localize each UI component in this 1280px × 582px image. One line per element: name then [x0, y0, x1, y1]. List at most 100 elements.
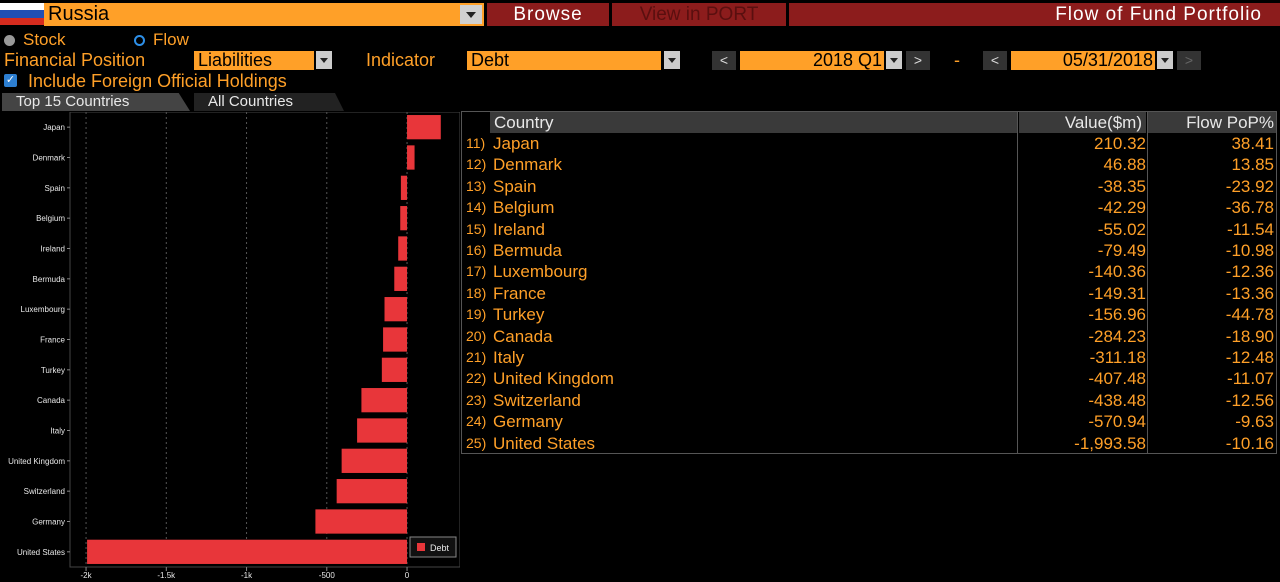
period-start-field[interactable]: 2018 Q1 — [740, 51, 884, 70]
table-row[interactable]: 19) Turkey -156.96 -44.78 — [462, 304, 1276, 325]
table-row[interactable]: 18) France -149.31 -13.36 — [462, 283, 1276, 304]
table-row[interactable]: 12) Denmark 46.88 13.85 — [462, 154, 1276, 175]
chart-legend: Debt — [409, 536, 457, 558]
radio-selected-icon — [134, 35, 145, 47]
bar-ireland[interactable] — [398, 236, 408, 261]
table-row[interactable]: 13) Spain -38.35 -23.92 — [462, 176, 1276, 197]
table-row[interactable]: 15) Ireland -55.02 -11.54 — [462, 219, 1276, 240]
y-category-label: Switzerland — [24, 487, 65, 496]
checkmark-icon: ✓ — [5, 74, 16, 86]
y-category-label: Ireland — [41, 245, 65, 254]
table-row[interactable]: 17) Luxembourg -140.36 -12.36 — [462, 261, 1276, 282]
view-in-port-button[interactable]: View in PORT — [612, 3, 786, 26]
row-rank: 16) — [466, 242, 487, 258]
period-end-next-button[interactable]: > — [1177, 51, 1201, 70]
flow-radio[interactable]: Flow — [134, 31, 189, 49]
table-row[interactable]: 24) Germany -570.94 -9.63 — [462, 411, 1276, 432]
x-tick-label: -500 — [319, 571, 336, 580]
row-rank: 20) — [466, 327, 487, 344]
country-flow-table: Country Value($m) Flow PoP% 11) Japan 210.… — [461, 111, 1277, 454]
y-category-label: Spain — [45, 184, 65, 193]
bar-switzerland[interactable] — [336, 479, 408, 504]
chevron-down-icon — [1161, 58, 1169, 63]
country-select[interactable]: Russia — [44, 3, 484, 26]
table-row[interactable]: 22) United Kingdom -407.48 -11.07 — [462, 368, 1276, 389]
chevron-down-icon — [466, 12, 476, 18]
table-row[interactable]: 23) Switzerland -438.48 -12.56 — [462, 390, 1276, 411]
y-category-label: France — [40, 336, 65, 345]
period-end-dropdown[interactable] — [1157, 51, 1173, 69]
period-start-prev-button[interactable]: < — [712, 51, 736, 70]
table-row[interactable]: 11) Japan 210.32 38.41 — [462, 133, 1276, 154]
column-header-value[interactable]: Value($m) — [1019, 112, 1146, 133]
row-value: -284.23 — [1088, 326, 1146, 346]
row-flow-pop: -11.54 — [1227, 219, 1274, 239]
row-country: France — [493, 283, 546, 303]
bar-belgium[interactable] — [400, 206, 408, 231]
period-start-next-button[interactable]: > — [906, 51, 930, 70]
column-divider — [1017, 112, 1018, 453]
financial-position-dropdown[interactable] — [316, 51, 332, 69]
row-flow-pop: 13.85 — [1231, 155, 1274, 175]
row-rank: 18) — [466, 284, 487, 301]
indicator-dropdown[interactable] — [664, 51, 680, 69]
row-value: 210.32 — [1094, 134, 1146, 153]
legend-label: Debt — [430, 543, 450, 553]
russia-flag-icon — [0, 3, 44, 25]
row-country: Turkey — [493, 305, 545, 325]
row-value: -140.36 — [1088, 262, 1146, 282]
tab-all-countries[interactable]: All Countries — [194, 93, 344, 111]
period-end-prev-button[interactable]: < — [983, 51, 1007, 70]
table-row[interactable]: 25) United States -1,993.58 -10.16 — [462, 433, 1276, 454]
period-end-field[interactable]: 05/31/2018 — [1011, 51, 1155, 70]
y-category-label: Belgium — [36, 214, 65, 223]
row-rank: 11) — [466, 135, 486, 151]
x-tick-label: -1.5k — [157, 571, 176, 580]
row-country: United States — [493, 433, 596, 453]
x-tick-label: -2k — [80, 571, 92, 580]
bar-united-kingdom[interactable] — [341, 448, 408, 473]
indicator-select[interactable]: Debt — [467, 51, 661, 70]
period-start-dropdown[interactable] — [886, 51, 902, 69]
row-rank: 25) — [466, 434, 487, 451]
country-dropdown-button[interactable] — [460, 5, 482, 24]
bar-denmark[interactable] — [407, 145, 415, 170]
bar-spain[interactable] — [400, 175, 408, 200]
bar-germany[interactable] — [315, 509, 408, 534]
include-foreign-label: Include Foreign Official Holdings — [28, 71, 287, 91]
bar-united-states[interactable] — [87, 539, 408, 564]
bar-canada[interactable] — [361, 388, 408, 413]
stock-radio[interactable]: Stock — [4, 31, 66, 49]
row-flow-pop: 38.41 — [1231, 134, 1274, 153]
include-foreign-checkbox[interactable]: ✓ — [4, 74, 17, 87]
y-category-label: United States — [17, 548, 65, 557]
table-row[interactable]: 16) Bermuda -79.49 -10.98 — [462, 240, 1276, 261]
row-flow-pop: -36.78 — [1225, 198, 1274, 218]
browse-button[interactable]: Browse — [487, 3, 609, 26]
row-country: Denmark — [493, 155, 562, 175]
column-header-country[interactable]: Country — [490, 112, 1017, 133]
row-flow-pop: -12.48 — [1225, 348, 1274, 367]
financial-position-label: Financial Position — [4, 50, 146, 70]
row-rank: 19) — [466, 306, 487, 323]
row-country: Ireland — [493, 219, 545, 239]
row-value: -79.49 — [1097, 241, 1146, 260]
table-row[interactable]: 20) Canada -284.23 -18.90 — [462, 326, 1276, 347]
row-country: Switzerland — [493, 390, 581, 410]
column-header-pop[interactable]: Flow PoP% — [1148, 112, 1276, 133]
bar-bermuda[interactable] — [394, 266, 408, 291]
column-divider — [1147, 112, 1148, 453]
bar-italy[interactable] — [357, 418, 408, 443]
table-row[interactable]: 14) Belgium -42.29 -36.78 — [462, 197, 1276, 218]
x-tick-label: 0 — [405, 571, 410, 580]
bar-luxembourg[interactable] — [384, 297, 408, 322]
bar-france[interactable] — [383, 327, 408, 352]
row-flow-pop: -10.98 — [1225, 241, 1274, 260]
row-country: Belgium — [493, 198, 555, 218]
financial-position-select[interactable]: Liabilities — [194, 51, 314, 70]
tab-top-15-countries[interactable]: Top 15 Countries — [2, 93, 190, 111]
bar-turkey[interactable] — [381, 357, 408, 382]
bar-japan[interactable] — [407, 115, 441, 140]
table-row[interactable]: 21) Italy -311.18 -12.48 — [462, 347, 1276, 368]
title-bar — [789, 3, 1280, 26]
